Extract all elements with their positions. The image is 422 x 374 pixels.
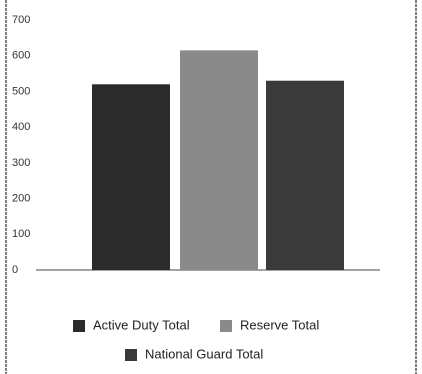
legend-label: National Guard Total — [145, 346, 263, 361]
legend-swatch — [125, 349, 137, 361]
legend-label: Reserve Total — [240, 317, 319, 332]
legend-swatch — [220, 320, 232, 332]
y-tick-label: 500 — [12, 85, 30, 97]
y-tick-label: 200 — [12, 192, 30, 204]
y-tick-label: 100 — [12, 228, 30, 240]
y-tick-label: 300 — [12, 157, 30, 169]
bar — [180, 50, 258, 270]
bar — [266, 80, 344, 270]
y-tick-label: 400 — [12, 121, 30, 133]
y-tick-label: 0 — [12, 264, 18, 276]
legend-swatch — [73, 320, 85, 332]
y-tick-label: 700 — [12, 14, 30, 26]
bar — [92, 84, 170, 271]
y-tick-label: 600 — [12, 50, 30, 62]
legend-label: Active Duty Total — [93, 317, 190, 332]
